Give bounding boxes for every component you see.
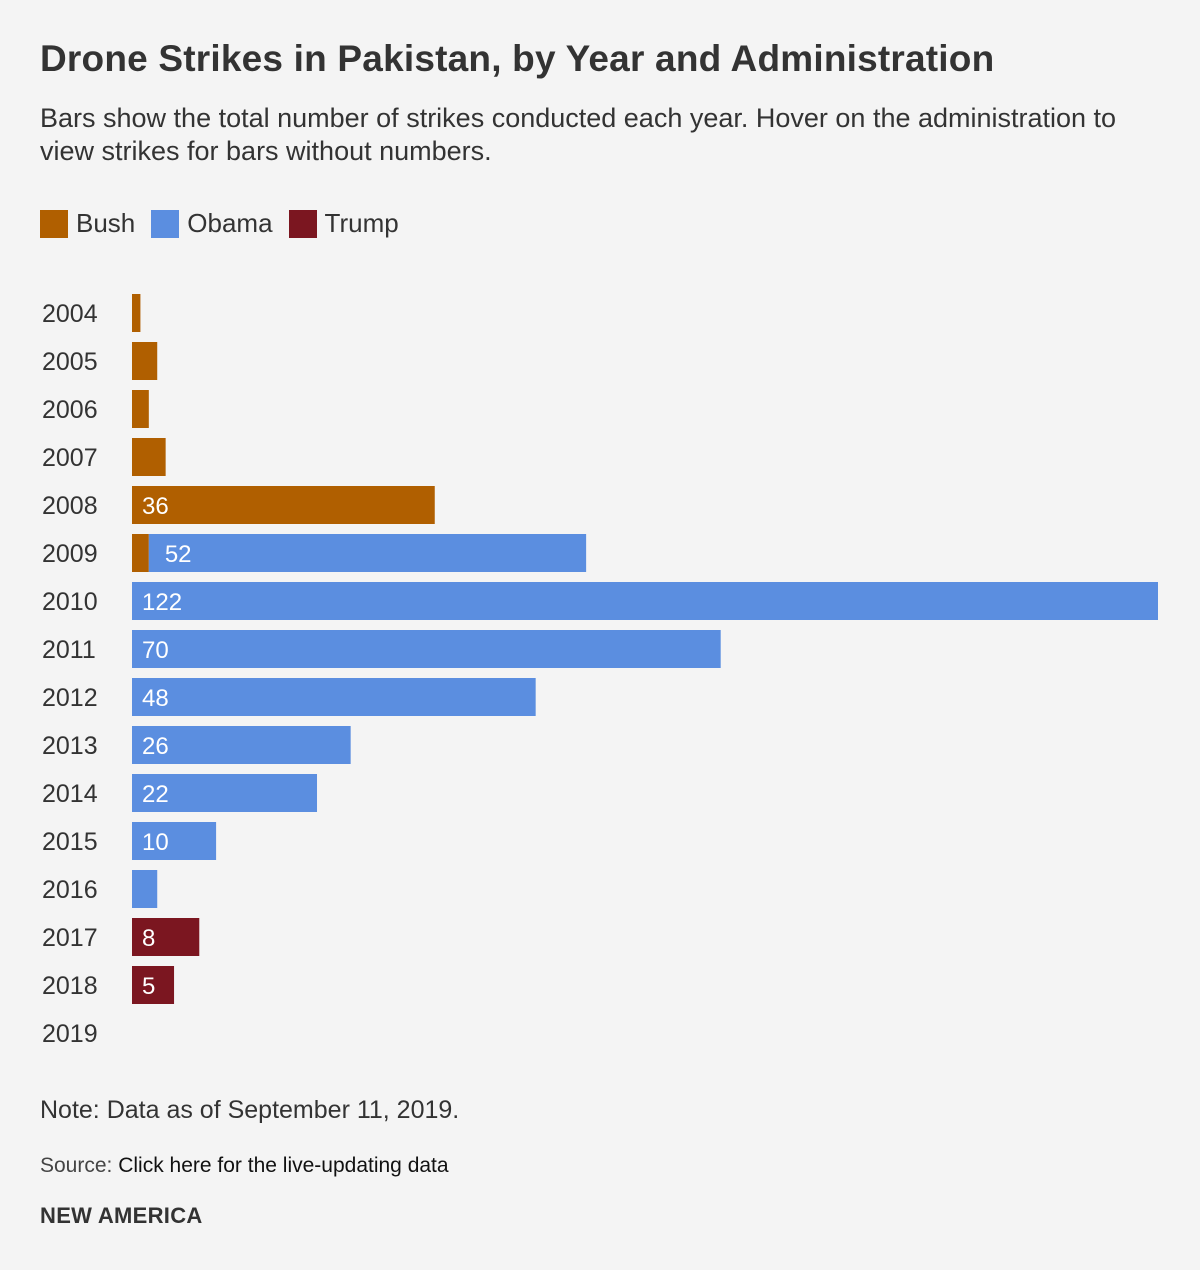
source-link[interactable]: Click here for the live-updating data <box>118 1154 449 1177</box>
note: Note: Data as of September 11, 2019. <box>40 1096 460 1124</box>
data-label-2014: 22 <box>142 781 169 808</box>
bar-bush-2006[interactable] <box>132 390 149 428</box>
y-tick-label-2018: 2018 <box>42 972 98 1000</box>
bar-obama-2012[interactable] <box>132 678 536 716</box>
data-label-2010: 122 <box>142 589 182 616</box>
bar-obama-2011[interactable] <box>132 630 721 668</box>
legend-label-bush: Bush <box>76 208 136 238</box>
data-label-2013: 26 <box>142 733 169 760</box>
data-label-2018: 5 <box>142 973 155 1000</box>
bar-obama-2014[interactable] <box>132 774 318 812</box>
y-tick-label-2006: 2006 <box>42 396 98 424</box>
data-label-2015: 10 <box>142 829 169 856</box>
y-tick-label-2007: 2007 <box>42 444 98 472</box>
bar-obama-2013[interactable] <box>132 726 351 764</box>
legend-swatch-trump <box>288 209 317 238</box>
y-tick-label-2019: 2019 <box>42 1020 98 1048</box>
data-label-2012: 48 <box>142 685 169 712</box>
bar-trump-2017[interactable] <box>132 918 200 956</box>
legend-item-obama[interactable]: Obama <box>151 208 273 239</box>
chart-subtitle: Bars show the total number of strikes co… <box>40 103 1117 166</box>
legend-item-bush[interactable]: Bush <box>40 208 135 239</box>
bar-obama-2016[interactable] <box>132 870 158 908</box>
source: Source: Click here for the live-updating… <box>40 1154 449 1178</box>
y-tick-label-2005: 2005 <box>42 348 98 376</box>
brand-logo: NEW AMERICA <box>40 1203 203 1228</box>
bar-bush-2007[interactable] <box>132 438 166 476</box>
y-tick-label-2015: 2015 <box>42 828 98 856</box>
y-tick-label-2012: 2012 <box>42 684 98 712</box>
y-tick-label-2013: 2013 <box>42 732 98 760</box>
data-label-2008: 36 <box>142 493 169 520</box>
legend: Bush Obama Trump <box>40 208 415 239</box>
data-label-2009: 52 <box>165 541 192 568</box>
bar-bush-2009[interactable] <box>132 534 149 572</box>
bar-bush-2008[interactable] <box>132 486 435 524</box>
bar-obama-2015[interactable] <box>132 822 217 860</box>
bar-chart: 2004 2005 2006 2007 2008 36 2009 52 2010 122 2011 7… <box>42 294 1158 1048</box>
y-tick-label-2014: 2014 <box>42 780 98 808</box>
legend-swatch-obama <box>151 209 180 238</box>
y-tick-label-2008: 2008 <box>42 492 98 520</box>
y-tick-label-2010: 2010 <box>42 588 98 616</box>
bar-obama-2010[interactable] <box>132 582 1158 620</box>
bar-bush-2004[interactable] <box>132 294 141 332</box>
bar-bush-2005[interactable] <box>132 342 158 380</box>
bar-trump-2018[interactable] <box>132 966 175 1004</box>
legend-label-trump: Trump <box>324 208 399 238</box>
bar-obama-2009[interactable] <box>148 534 587 572</box>
data-label-2011: 70 <box>142 637 169 664</box>
y-tick-label-2004: 2004 <box>42 300 98 328</box>
y-tick-label-2009: 2009 <box>42 540 98 568</box>
source-prefix: Source: <box>40 1154 113 1177</box>
y-tick-label-2011: 2011 <box>42 636 96 664</box>
y-tick-label-2017: 2017 <box>42 924 98 952</box>
legend-label-obama: Obama <box>187 208 273 238</box>
data-label-2017: 8 <box>142 925 155 952</box>
legend-item-trump[interactable]: Trump <box>288 208 399 239</box>
legend-swatch-bush <box>40 209 68 238</box>
y-tick-label-2016: 2016 <box>42 876 98 904</box>
chart-title: Drone Strikes in Pakistan, by Year and A… <box>40 38 995 79</box>
